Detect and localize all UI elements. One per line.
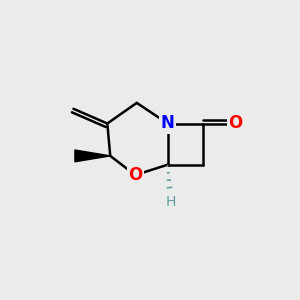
Polygon shape (75, 150, 110, 162)
Text: O: O (228, 115, 242, 133)
Text: O: O (128, 166, 142, 184)
Text: N: N (161, 115, 175, 133)
Text: H: H (165, 194, 176, 208)
